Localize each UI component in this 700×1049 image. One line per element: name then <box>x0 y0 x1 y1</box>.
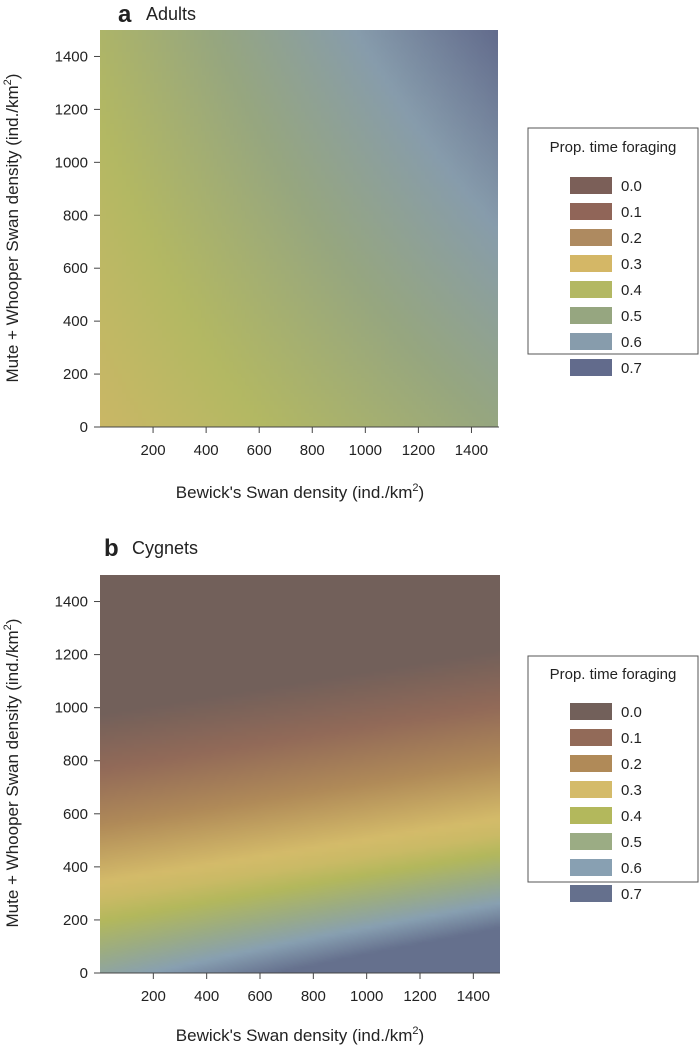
y-tick-label: 1400 <box>55 594 88 611</box>
y-tick-label: 1400 <box>55 48 88 65</box>
panel-b-legend-box <box>527 655 699 883</box>
panel-b-x-axis-label: Bewick's Swan density (ind./km2) <box>176 1025 424 1045</box>
x-tick-label: 400 <box>194 988 219 1005</box>
legend-swatch <box>570 203 612 220</box>
x-tick-label: 400 <box>194 442 219 459</box>
panel-b-y-ticks: 0 200 400 600 800 1000 1200 1400 <box>55 594 100 982</box>
panel-b-ylabel-prefix: Mute + Whooper Swan density (ind./km <box>3 630 22 927</box>
panel-b-legend-title: Prop. time foraging <box>550 666 677 683</box>
legend-swatch <box>570 281 612 298</box>
legend-label: 0.5 <box>621 308 642 325</box>
y-tick-label: 400 <box>63 313 88 330</box>
legend-swatch <box>570 703 612 720</box>
panel-a-xlabel-suffix: ) <box>419 483 425 502</box>
y-tick-label: 1000 <box>55 154 88 171</box>
y-tick-label: 400 <box>63 859 88 876</box>
x-tick-label: 1000 <box>350 988 383 1005</box>
x-tick-label: 200 <box>141 442 166 459</box>
panel-b-y-axis-label: Mute + Whooper Swan density (ind./km2) <box>2 619 22 928</box>
panel-b: b Cygnets 200 400 600 800 1000 1200 1400 0 200 4… <box>2 535 699 1045</box>
legend-label: 0.6 <box>621 860 642 877</box>
panel-b-legend: Prop. time foraging 0.00.10.20.30.40.50.… <box>527 655 699 903</box>
x-tick-label: 600 <box>247 988 272 1005</box>
panel-a-ylabel-prefix: Mute + Whooper Swan density (ind./km <box>3 85 22 382</box>
panel-b-xlabel-prefix: Bewick's Swan density (ind./km <box>176 1026 413 1045</box>
panel-b-title: Cygnets <box>132 538 198 558</box>
panel-a-ylabel-sup: 2 <box>2 79 14 85</box>
panel-b-xlabel-sup: 2 <box>412 1025 418 1037</box>
panel-a-letter: a <box>118 1 132 28</box>
legend-swatch <box>570 359 612 376</box>
panel-a-y-axis-label: Mute + Whooper Swan density (ind./km2) <box>2 74 22 383</box>
y-tick-label: 600 <box>63 806 88 823</box>
legend-swatch <box>570 807 612 824</box>
panel-a-y-ticks: 0 200 400 600 800 1000 1200 1400 <box>55 48 100 436</box>
panel-a-ylabel-suffix: ) <box>3 74 22 80</box>
panel-a-legend-title: Prop. time foraging <box>550 139 677 156</box>
legend-label: 0.7 <box>621 360 642 377</box>
panel-b-xlabel-suffix: ) <box>419 1026 425 1045</box>
legend-label: 0.3 <box>621 782 642 799</box>
x-tick-label: 1400 <box>455 442 488 459</box>
y-tick-label: 1000 <box>55 700 88 717</box>
legend-label: 0.3 <box>621 256 642 273</box>
panel-a: a Adults 200 400 600 800 1000 1200 1400 0 200 40… <box>2 1 699 502</box>
y-tick-label: 0 <box>80 419 88 436</box>
y-tick-label: 0 <box>80 965 88 982</box>
legend-swatch <box>570 781 612 798</box>
y-tick-label: 200 <box>63 366 88 383</box>
panel-a-legend-entries: 0.0 0.1 0.2 0.3 0.4 0.5 0.6 0.7 <box>570 177 642 377</box>
panel-b-letter: b <box>104 535 119 562</box>
legend-swatch <box>570 755 612 772</box>
legend-label: 0.6 <box>621 334 642 351</box>
panel-b-legend-entries: 0.0 0.1 0.2 0.3 0.4 0.5 0.6 0.7 <box>570 703 642 903</box>
legend-swatch <box>570 255 612 272</box>
panel-b-ylabel-suffix: ) <box>3 619 22 625</box>
legend-swatch <box>570 229 612 246</box>
panel-b-ylabel-sup: 2 <box>2 624 14 630</box>
legend-label: 0.5 <box>621 834 642 851</box>
y-tick-label: 200 <box>63 912 88 929</box>
legend-swatch <box>570 307 612 324</box>
x-tick-label: 1200 <box>402 442 435 459</box>
y-tick-label: 1200 <box>55 647 88 664</box>
y-tick-label: 1200 <box>55 101 88 118</box>
x-tick-label: 200 <box>141 988 166 1005</box>
panel-a-title: Adults <box>146 4 196 24</box>
panel-a-legend: Prop. time foraging 0.00.10.20.30.40.50.… <box>527 127 699 377</box>
x-tick-label: 1000 <box>349 442 382 459</box>
y-tick-label: 800 <box>63 753 88 770</box>
panel-a-xlabel-prefix: Bewick's Swan density (ind./km <box>176 483 413 502</box>
legend-swatch <box>570 729 612 746</box>
legend-swatch <box>570 333 612 350</box>
x-tick-label: 600 <box>247 442 272 459</box>
legend-label: 0.0 <box>621 704 642 721</box>
x-tick-label: 800 <box>300 442 325 459</box>
x-tick-label: 1200 <box>403 988 436 1005</box>
panel-a-heatmap <box>100 30 498 427</box>
legend-label: 0.2 <box>621 230 642 247</box>
panel-a-x-axis-label: Bewick's Swan density (ind./km2) <box>176 482 424 502</box>
panel-a-legend-box <box>527 127 699 355</box>
legend-label: 0.7 <box>621 886 642 903</box>
legend-label: 0.2 <box>621 756 642 773</box>
legend-swatch <box>570 833 612 850</box>
panel-a-x-ticks: 200 400 600 800 1000 1200 1400 <box>141 427 488 459</box>
legend-swatch <box>570 885 612 902</box>
panel-b-heatmap <box>100 575 500 973</box>
panel-a-xlabel-sup: 2 <box>412 482 418 494</box>
y-tick-label: 600 <box>63 260 88 277</box>
x-tick-label: 800 <box>301 988 326 1005</box>
legend-swatch <box>570 859 612 876</box>
legend-label: 0.0 <box>621 178 642 195</box>
x-tick-label: 1400 <box>457 988 490 1005</box>
y-tick-label: 800 <box>63 207 88 224</box>
panel-b-x-ticks: 200 400 600 800 1000 1200 1400 <box>141 973 490 1005</box>
legend-label: 0.4 <box>621 808 642 825</box>
legend-label: 0.4 <box>621 282 642 299</box>
legend-label: 0.1 <box>621 730 642 747</box>
legend-label: 0.1 <box>621 204 642 221</box>
legend-swatch <box>570 177 612 194</box>
